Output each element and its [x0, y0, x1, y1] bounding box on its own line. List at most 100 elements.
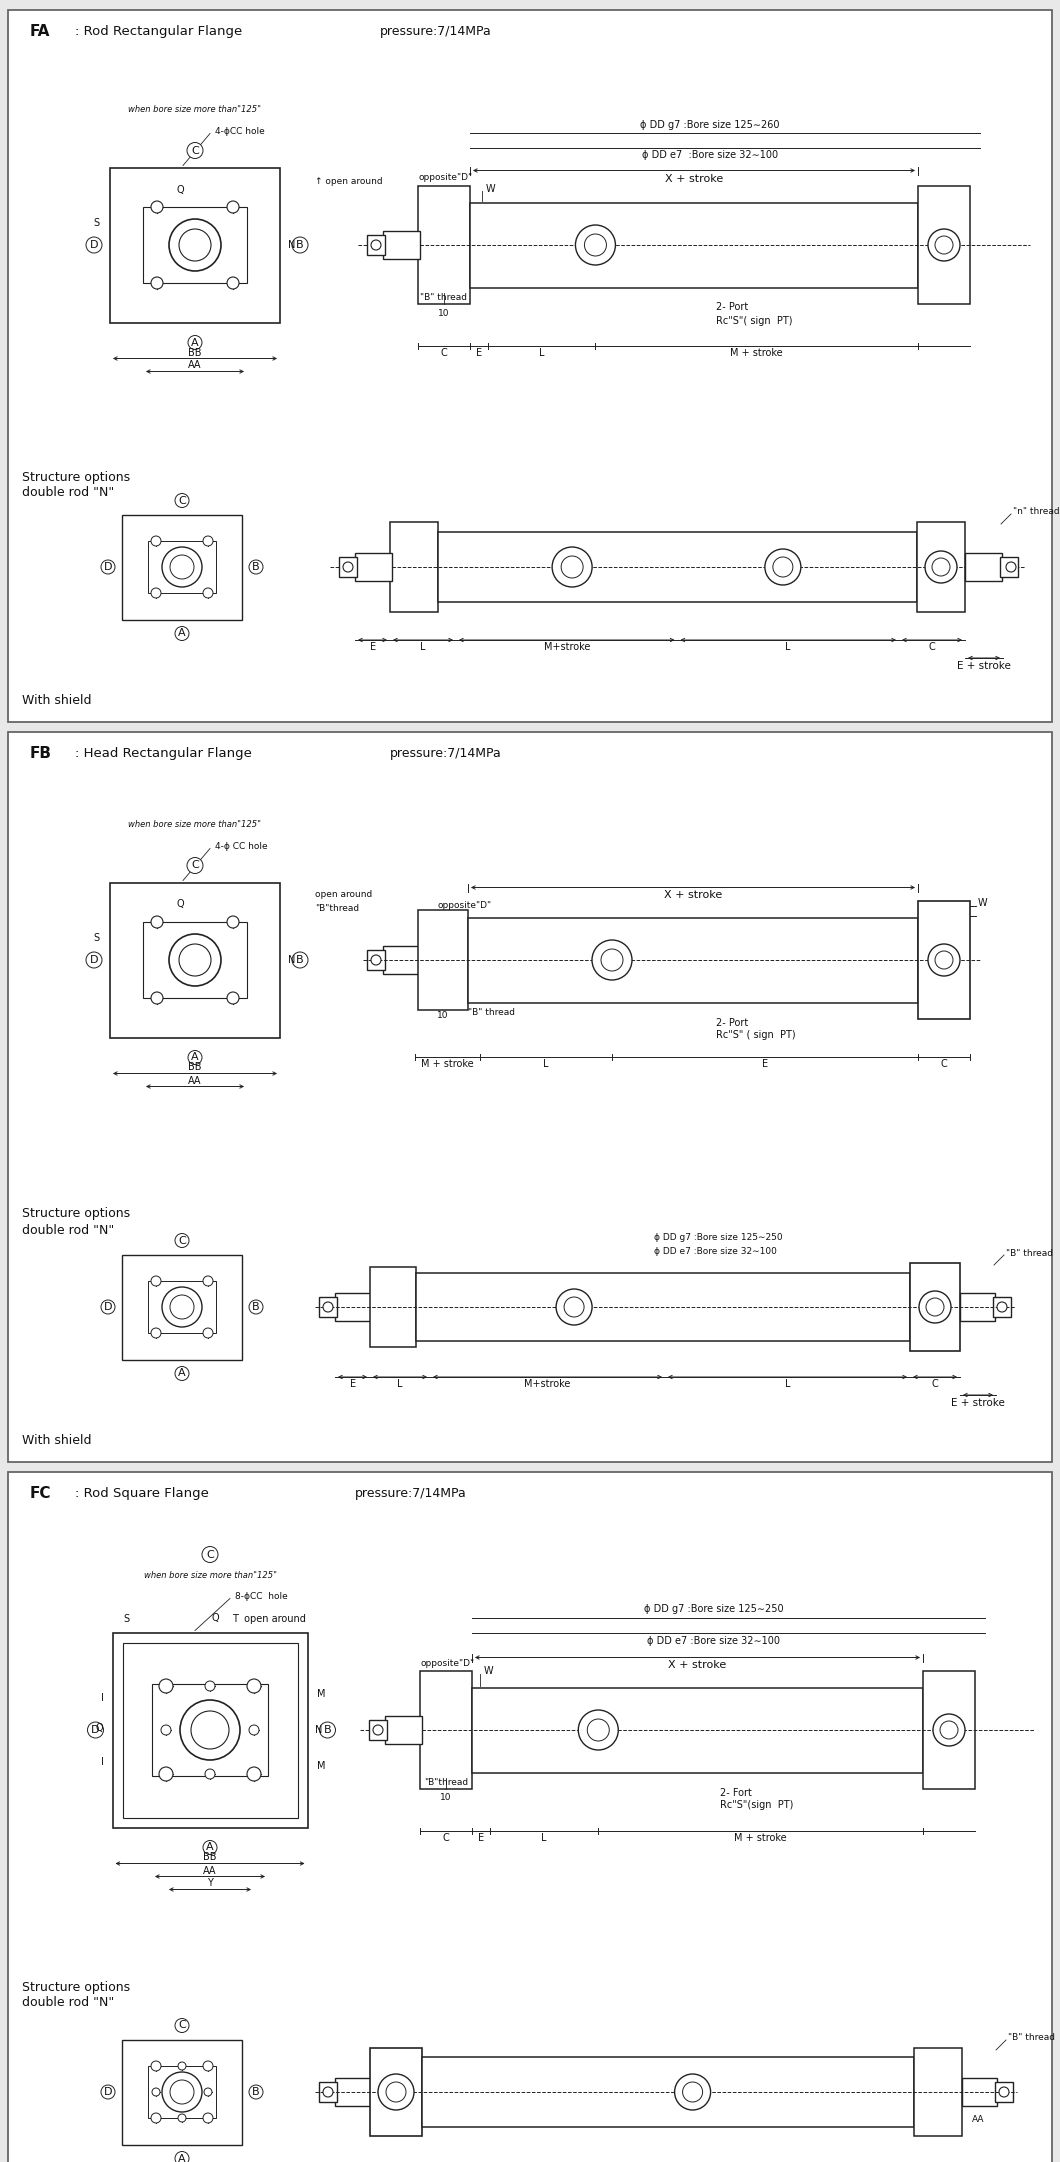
Text: L: L [538, 348, 545, 359]
Text: N: N [316, 1725, 323, 1734]
Text: C: C [191, 145, 199, 156]
Text: M + stroke: M + stroke [421, 1059, 474, 1068]
Circle shape [926, 1297, 944, 1317]
Text: ϕ DD g7 :Bore size 125∼250: ϕ DD g7 :Bore size 125∼250 [654, 1232, 782, 1241]
Circle shape [180, 1699, 240, 1760]
Circle shape [175, 1235, 189, 1247]
Text: "B" thread: "B" thread [469, 1007, 515, 1016]
Text: With shield: With shield [22, 694, 91, 707]
Bar [110, 166, 280, 322]
Circle shape [204, 2112, 213, 2123]
Bar [418, 910, 469, 1010]
Circle shape [1006, 562, 1015, 573]
Text: 2- Port: 2- Port [716, 1018, 747, 1027]
Bar [995, 2082, 1013, 2101]
Text: when bore size more than"125": when bore size more than"125" [128, 819, 262, 828]
Text: 2- Fort: 2- Fort [720, 1788, 752, 1797]
Circle shape [191, 1710, 229, 1749]
Text: 4-ϕ CC hole: 4-ϕ CC hole [215, 841, 267, 852]
Circle shape [386, 2082, 406, 2101]
Circle shape [932, 558, 950, 575]
Circle shape [151, 1327, 161, 1338]
Circle shape [247, 1680, 261, 1693]
Circle shape [175, 493, 189, 508]
Circle shape [179, 229, 211, 262]
Text: "B" thread: "B" thread [1006, 1247, 1053, 1258]
Bar [369, 1721, 387, 1740]
Text: M: M [317, 1689, 325, 1699]
Text: FC: FC [30, 1487, 52, 1500]
Bar [110, 882, 280, 1038]
Text: B: B [252, 2086, 260, 2097]
Circle shape [175, 2151, 189, 2162]
Text: L: L [542, 1833, 547, 1842]
Bar [469, 917, 918, 1003]
Circle shape [151, 588, 161, 599]
Bar [909, 1263, 960, 1351]
Circle shape [564, 1297, 584, 1317]
Circle shape [151, 201, 163, 214]
Text: AA: AA [189, 361, 201, 370]
Text: I: I [101, 1693, 104, 1704]
Circle shape [170, 2080, 194, 2104]
Text: Q: Q [95, 1723, 104, 1734]
Bar [8, 11, 1052, 722]
Circle shape [204, 2088, 212, 2095]
Text: double rod "N": double rod "N" [22, 1996, 114, 2008]
Text: Structure options: Structure options [22, 1209, 130, 1222]
Circle shape [249, 2084, 263, 2099]
Circle shape [170, 1295, 194, 1319]
Text: A: A [178, 629, 186, 638]
Text: E + stroke: E + stroke [957, 662, 1011, 670]
Text: E: E [370, 642, 376, 653]
Text: pressure:7/14MPa: pressure:7/14MPa [355, 1487, 466, 1500]
Text: C: C [441, 348, 447, 359]
Bar [8, 1472, 1052, 2162]
Text: ϕ DD e7  :Bore size 32∼100: ϕ DD e7 :Bore size 32∼100 [642, 151, 778, 160]
Text: C: C [178, 495, 186, 506]
Circle shape [371, 956, 381, 964]
Text: A: A [191, 337, 199, 348]
Text: E + stroke: E + stroke [951, 1399, 1005, 1407]
Text: D: D [104, 2086, 112, 2097]
Circle shape [552, 547, 593, 588]
Text: Rc"S"(sign  PT): Rc"S"(sign PT) [720, 1801, 794, 1810]
Text: S: S [123, 1613, 129, 1624]
Circle shape [323, 1302, 333, 1312]
Circle shape [319, 1721, 336, 1738]
Text: Q: Q [211, 1613, 218, 1624]
Text: D: D [90, 956, 99, 964]
Bar [416, 1273, 909, 1340]
Circle shape [579, 1710, 618, 1749]
Text: BB: BB [189, 1062, 201, 1072]
Text: L: L [784, 1379, 791, 1388]
Bar [8, 733, 1052, 1462]
Circle shape [179, 945, 211, 975]
Bar [962, 2078, 997, 2106]
Text: D: D [104, 562, 112, 573]
Text: B: B [252, 1302, 260, 1312]
Circle shape [933, 1714, 965, 1747]
Text: open around: open around [315, 891, 372, 899]
Bar [418, 186, 470, 305]
Text: Structure options: Structure options [22, 471, 130, 484]
Text: C: C [940, 1059, 948, 1068]
Bar [438, 532, 917, 601]
Text: pressure:7/14MPa: pressure:7/14MPa [390, 748, 501, 761]
Bar [319, 1297, 337, 1317]
Circle shape [292, 238, 308, 253]
Circle shape [86, 238, 102, 253]
Circle shape [247, 1766, 261, 1781]
Circle shape [202, 1546, 218, 1563]
Circle shape [151, 1276, 161, 1286]
Text: A: A [191, 1053, 199, 1062]
Circle shape [152, 2088, 160, 2095]
Text: L: L [785, 642, 791, 653]
Circle shape [919, 1291, 951, 1323]
Text: E: E [476, 348, 482, 359]
Bar [965, 553, 1002, 582]
Text: T  open around: T open around [232, 1613, 306, 1624]
Circle shape [935, 236, 953, 253]
Text: M + stroke: M + stroke [730, 348, 783, 359]
Circle shape [86, 951, 102, 969]
